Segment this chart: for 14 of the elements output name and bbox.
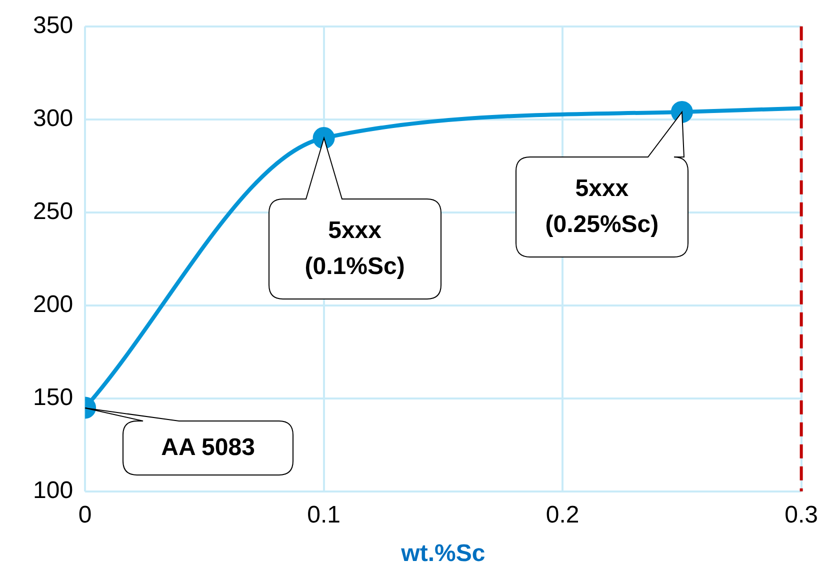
annotation: 5xxx (0.1%Sc) xyxy=(304,216,405,282)
annotation: AA 5083 xyxy=(161,432,255,463)
y-tick-label: 200 xyxy=(32,291,74,318)
y-tick-label: 300 xyxy=(32,105,74,132)
x-tick-label: 0 xyxy=(78,501,92,528)
x-tick-label: 0.3 xyxy=(784,501,818,528)
x-axis-title: wt.%Sc xyxy=(400,540,486,568)
y-tick-label: 150 xyxy=(32,384,74,412)
x-tick-label: 0.1 xyxy=(307,501,340,528)
x-tick-label: 0.2 xyxy=(546,501,580,528)
y-tick-label: 350 xyxy=(32,12,74,40)
y-tick-label: 250 xyxy=(32,198,74,226)
y-tick-label: 100 xyxy=(32,477,74,504)
annotation: 5xxx (0.25%Sc) xyxy=(545,174,659,240)
